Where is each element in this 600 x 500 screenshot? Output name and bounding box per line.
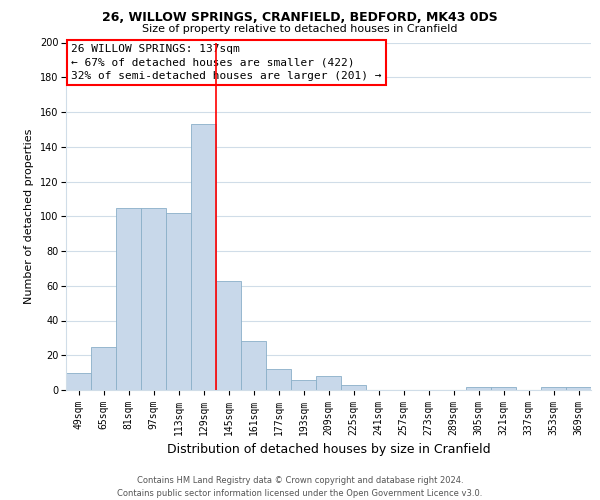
X-axis label: Distribution of detached houses by size in Cranfield: Distribution of detached houses by size … <box>167 444 490 456</box>
Bar <box>166 213 191 390</box>
Text: Size of property relative to detached houses in Cranfield: Size of property relative to detached ho… <box>142 24 458 34</box>
Bar <box>241 342 266 390</box>
Bar <box>341 385 366 390</box>
Bar <box>266 369 291 390</box>
Bar <box>116 208 141 390</box>
Bar <box>141 208 166 390</box>
Bar <box>291 380 316 390</box>
Text: 26, WILLOW SPRINGS, CRANFIELD, BEDFORD, MK43 0DS: 26, WILLOW SPRINGS, CRANFIELD, BEDFORD, … <box>102 11 498 24</box>
Text: Contains HM Land Registry data © Crown copyright and database right 2024.
Contai: Contains HM Land Registry data © Crown c… <box>118 476 482 498</box>
Bar <box>91 346 116 390</box>
Bar <box>566 386 591 390</box>
Y-axis label: Number of detached properties: Number of detached properties <box>25 128 34 304</box>
Bar <box>66 372 91 390</box>
Bar <box>491 386 516 390</box>
Bar <box>191 124 216 390</box>
Text: 26 WILLOW SPRINGS: 137sqm
← 67% of detached houses are smaller (422)
32% of semi: 26 WILLOW SPRINGS: 137sqm ← 67% of detac… <box>71 44 382 80</box>
Bar <box>466 386 491 390</box>
Bar <box>316 376 341 390</box>
Bar <box>216 280 241 390</box>
Bar <box>541 386 566 390</box>
